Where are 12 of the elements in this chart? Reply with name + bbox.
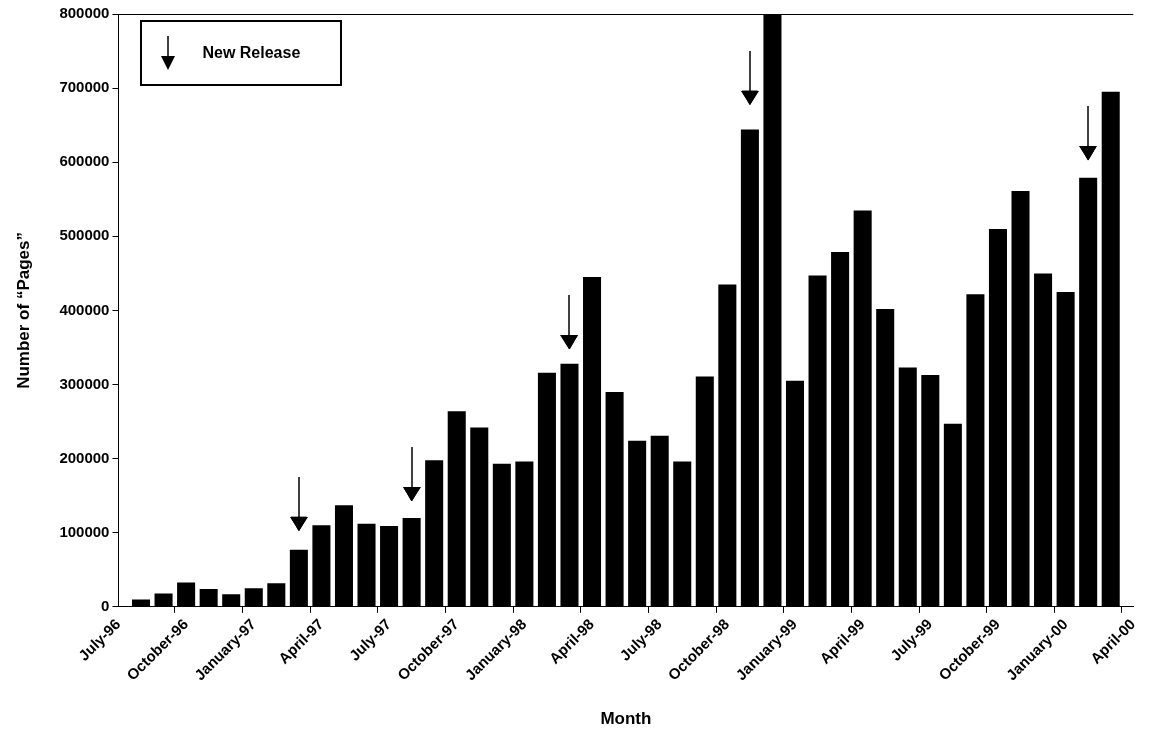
y-tick-label: 800000 <box>59 4 110 22</box>
y-tick-label: 300000 <box>59 374 110 392</box>
y-tick-label: 0 <box>101 597 110 614</box>
y-tick-label: 400000 <box>59 300 110 318</box>
y-tick-label: 100000 <box>59 522 110 540</box>
y-tick-label: 600000 <box>59 152 110 170</box>
legend-label: New Release <box>202 44 301 62</box>
y-tick-label: 200000 <box>59 448 110 466</box>
y-axis-title: Number of “Pages” <box>13 232 33 389</box>
x-axis-title: Month <box>600 709 652 729</box>
y-tick-label: 500000 <box>59 226 110 244</box>
y-tick-label: 700000 <box>59 78 110 96</box>
